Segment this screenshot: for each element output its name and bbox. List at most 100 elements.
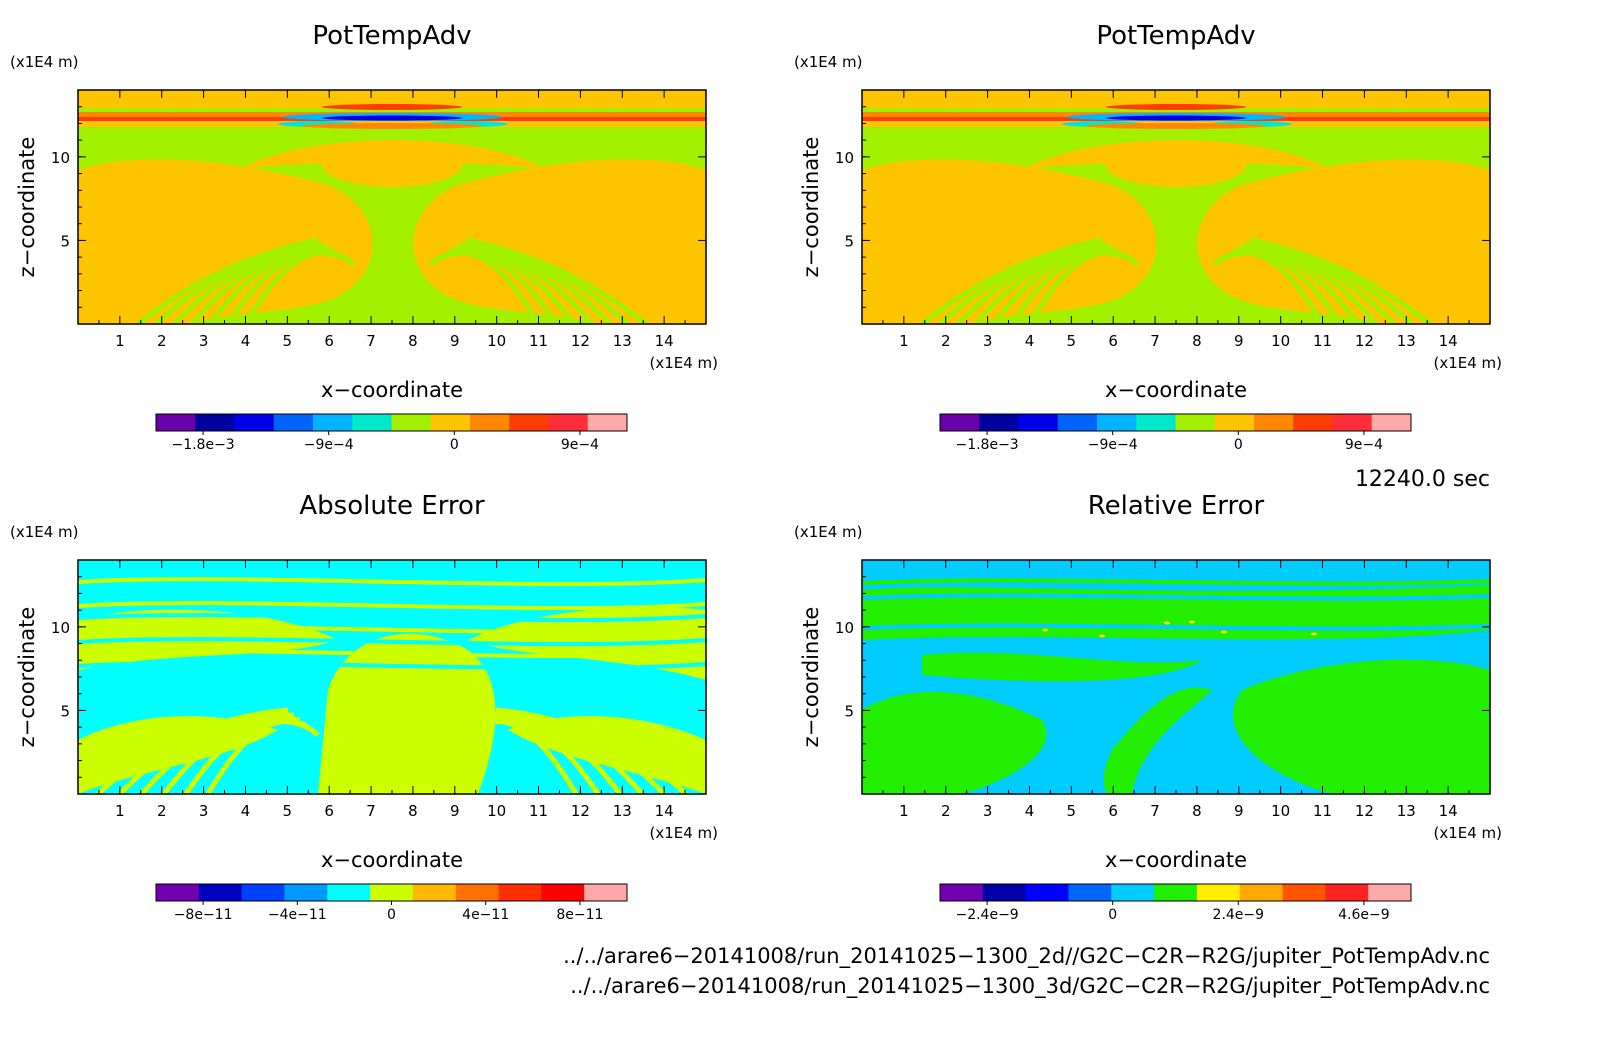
x-tick-label: 6 <box>324 332 334 350</box>
colorbar-swatch <box>412 884 457 901</box>
y-axis-label: z−coordinate <box>15 137 39 278</box>
colorbar-tick-label: −8e−11 <box>174 907 233 923</box>
x-tick-label: 9 <box>1234 802 1244 820</box>
x-tick-label: 5 <box>283 332 293 350</box>
colorbar-swatch <box>352 414 392 431</box>
colorbar-tick-label: 0 <box>387 907 396 923</box>
chart-title: Absolute Error <box>299 491 485 521</box>
y-tick-label: 5 <box>60 702 70 720</box>
colorbar-swatch <box>391 414 432 431</box>
colorbar-tick-label: 0 <box>1108 907 1117 923</box>
y-tick-label: 5 <box>60 232 70 250</box>
colorbar-swatch <box>1332 414 1373 431</box>
y-tick-label: 5 <box>844 702 854 720</box>
x-axis-label: x−coordinate <box>321 378 463 402</box>
x-tick-label: 5 <box>283 802 293 820</box>
colorbar-tick-label: 0 <box>450 437 459 453</box>
colorbar-tick-label: −1.8e−3 <box>171 437 234 453</box>
colorbar-swatch <box>1057 414 1098 431</box>
y-tick-label: 10 <box>835 149 854 167</box>
x-tick-label: 5 <box>1067 802 1077 820</box>
y-tick-label: 10 <box>51 619 70 637</box>
colorbar-swatch <box>156 414 196 431</box>
x-tick-label: 14 <box>655 332 674 350</box>
x-tick-label: 1 <box>899 332 909 350</box>
contour-field <box>862 90 1490 324</box>
x-tick-label: 3 <box>199 802 209 820</box>
colorbar-swatch <box>455 884 500 901</box>
colorbar-tick-label: 0 <box>1234 437 1243 453</box>
colorbar-tick-label: −2.4e−9 <box>955 907 1018 923</box>
colorbar-tick-label: 9e−4 <box>1345 437 1383 453</box>
colorbar-tick-label: 8e−11 <box>556 907 603 923</box>
x-tick-label: 11 <box>529 802 548 820</box>
x-tick-label: 12 <box>571 332 590 350</box>
y-axis-label: z−coordinate <box>15 607 39 748</box>
footer-path-2d: ../../arare6−20141008/run_20141025−1300_… <box>563 944 1490 969</box>
y-axis-label: z−coordinate <box>799 137 823 278</box>
colorbar-swatch <box>541 884 585 901</box>
colorbar-frame <box>939 413 1412 432</box>
chart-panel-1: PotTempAdv(x1E4 m)1 2 3 4 5 6 7 8 9 10 11 12 13 14510… <box>10 21 718 453</box>
y-tick-label: 10 <box>835 619 854 637</box>
x-unit-label: (x1E4 m) <box>649 354 718 372</box>
chart-panel-4: Relative Error(x1E4 m)1 2 3 4 5 6 7 8 9 10 11 12 13 1… <box>794 491 1502 923</box>
colorbar-swatch <box>982 884 1027 901</box>
x-tick-label: 2 <box>941 332 951 350</box>
x-tick-label: 4 <box>241 802 251 820</box>
colorbar-swatch <box>1154 884 1198 901</box>
x-tick-label: 3 <box>199 332 209 350</box>
x-tick-label: 1 <box>899 802 909 820</box>
colorbar-swatch <box>370 884 414 901</box>
colorbar: −1.8e−3 −9e−4 0 9e−4 <box>939 413 1412 453</box>
x-axis-label: x−coordinate <box>1105 378 1247 402</box>
x-tick-label: 4 <box>1025 332 1035 350</box>
x-tick-label: 13 <box>613 802 632 820</box>
x-tick-label: 1 <box>115 802 125 820</box>
colorbar-swatch <box>1254 414 1294 431</box>
x-tick-label: 12 <box>1355 332 1374 350</box>
x-unit-label: (x1E4 m) <box>649 824 718 842</box>
x-tick-label: 8 <box>1192 332 1202 350</box>
colorbar-swatch <box>548 414 589 431</box>
x-tick-label: 10 <box>487 332 506 350</box>
colorbar-swatch <box>1368 884 1412 901</box>
x-tick-label: 7 <box>1150 802 1160 820</box>
colorbar-swatch <box>1111 884 1155 901</box>
x-tick-label: 12 <box>1355 802 1374 820</box>
colorbar-tick-label: 9e−4 <box>561 437 599 453</box>
colorbar-swatch <box>979 414 1019 431</box>
colorbar-tick-label: −4e−11 <box>268 907 327 923</box>
colorbar: −1.8e−3 −9e−4 0 9e−4 <box>155 413 628 453</box>
colorbar-tick-label: −9e−4 <box>1088 437 1138 453</box>
y-unit-label: (x1E4 m) <box>794 523 863 541</box>
colorbar-swatch <box>470 414 510 431</box>
y-tick-label: 10 <box>51 149 70 167</box>
colorbar-swatch <box>241 884 285 901</box>
x-tick-label: 11 <box>529 332 548 350</box>
x-tick-label: 5 <box>1067 332 1077 350</box>
chart-panel-2: PotTempAdv(x1E4 m)1 2 3 4 5 6 7 8 9 10 11 12 13 14510… <box>794 21 1502 453</box>
x-tick-label: 13 <box>1397 332 1416 350</box>
x-tick-label: 7 <box>366 332 376 350</box>
x-tick-label: 11 <box>1313 332 1332 350</box>
x-axis-label: x−coordinate <box>321 848 463 872</box>
x-tick-label: 9 <box>1234 332 1244 350</box>
x-unit-label: (x1E4 m) <box>1433 824 1502 842</box>
y-unit-label: (x1E4 m) <box>794 53 863 71</box>
x-tick-label: 8 <box>408 332 418 350</box>
colorbar-swatch <box>1325 884 1369 901</box>
colorbar-swatch <box>327 884 371 901</box>
colorbar-swatch <box>195 414 235 431</box>
x-tick-label: 7 <box>366 802 376 820</box>
y-unit-label: (x1E4 m) <box>10 523 79 541</box>
y-axis-label: z−coordinate <box>799 607 823 748</box>
colorbar-swatch <box>1214 414 1255 431</box>
contour-field <box>78 90 706 324</box>
colorbar-tick-label: 4.6e−9 <box>1338 907 1390 923</box>
colorbar-swatch <box>284 884 328 901</box>
colorbar-swatch <box>1068 884 1112 901</box>
colorbar-tick-label: 2.4e−9 <box>1213 907 1265 923</box>
x-tick-label: 9 <box>450 802 460 820</box>
